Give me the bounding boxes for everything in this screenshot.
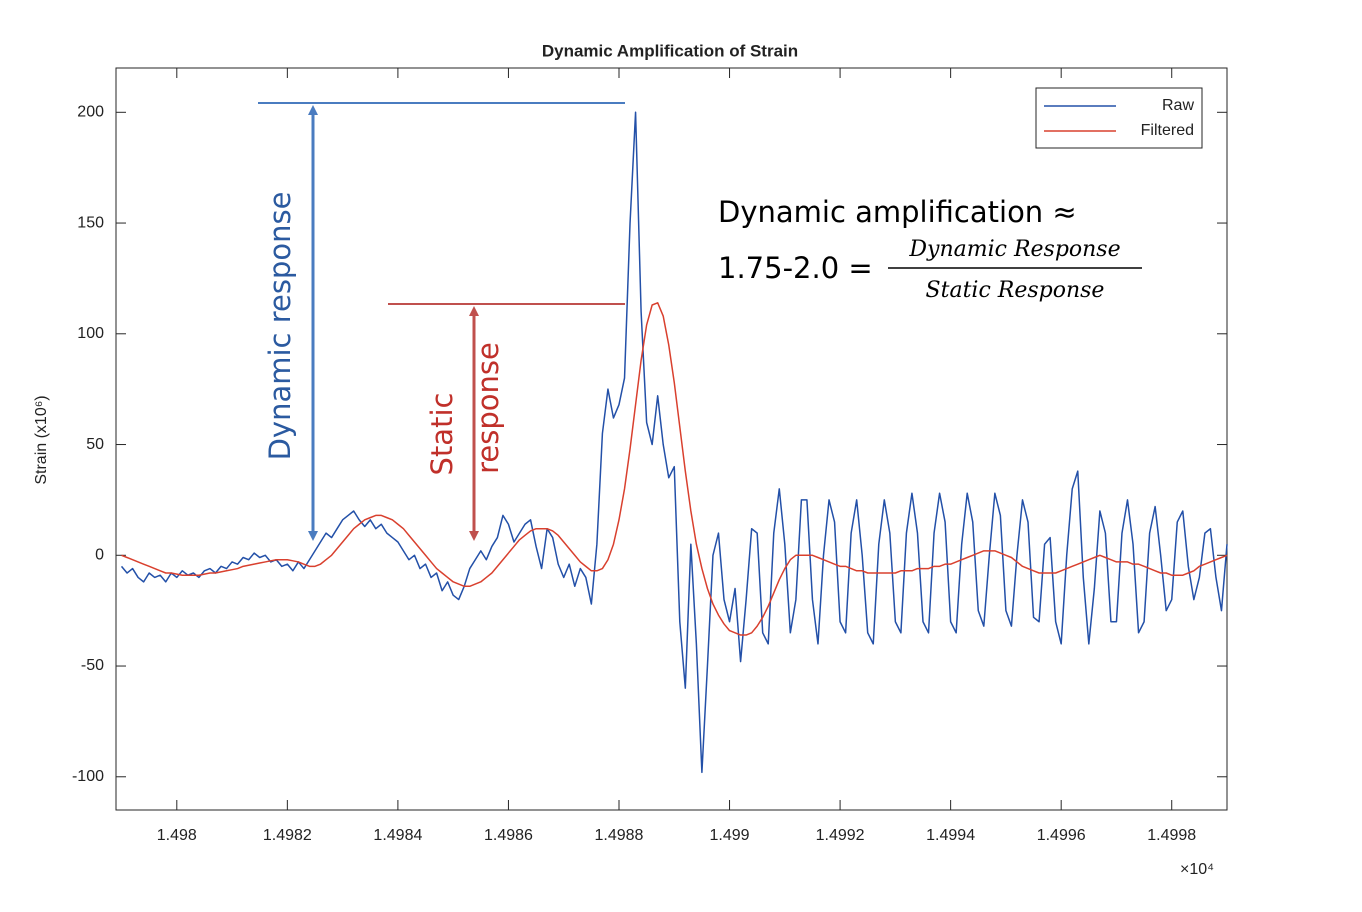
formula-text: Dynamic amplification ≈ bbox=[718, 195, 1077, 229]
legend-box bbox=[1035, 87, 1203, 149]
x-tick-label: 1.4994 bbox=[926, 827, 975, 844]
y-tick-label: 200 bbox=[77, 104, 104, 121]
x-multiplier: ×10⁴ bbox=[1180, 861, 1214, 878]
y-tick-label: -100 bbox=[72, 768, 104, 785]
x-tick-label: 1.4996 bbox=[1037, 827, 1086, 844]
x-tick-label: 1.4992 bbox=[816, 827, 865, 844]
y-axis-label: Strain (x10⁶) bbox=[33, 395, 50, 484]
formula-text: 1.75-2.0 = bbox=[718, 251, 873, 285]
y-tick-label: 150 bbox=[77, 214, 104, 231]
y-tick-label: 100 bbox=[77, 325, 104, 342]
x-tick-label: 1.499 bbox=[710, 827, 750, 844]
x-tick-label: 1.4984 bbox=[373, 827, 422, 844]
y-tick-label: -50 bbox=[81, 657, 104, 674]
chart-title: Dynamic Amplification of Strain bbox=[542, 41, 798, 60]
x-tick-label: 1.4988 bbox=[595, 827, 644, 844]
legend: Raw Filtered bbox=[1035, 87, 1203, 149]
legend-label: Raw bbox=[1162, 97, 1194, 114]
x-tick-label: 1.4982 bbox=[263, 827, 312, 844]
y-tick-label: 50 bbox=[86, 436, 104, 453]
static-response-label: response bbox=[471, 342, 505, 474]
annotations: Dynamic response Static response Dynamic… bbox=[258, 102, 1142, 541]
x-tick-label: 1.4986 bbox=[484, 827, 533, 844]
y-tick-label: 0 bbox=[95, 547, 104, 564]
x-tick-label: 1.4998 bbox=[1147, 827, 1196, 844]
dynamic-response-label: Dynamic response bbox=[263, 192, 297, 461]
formula-numerator: Dynamic Response bbox=[908, 237, 1120, 262]
formula-denominator: Static Response bbox=[926, 278, 1105, 303]
x-tick-label: 1.498 bbox=[157, 827, 197, 844]
plot-frame bbox=[115, 67, 1228, 811]
series-line bbox=[121, 302, 1228, 636]
legend-label: Filtered bbox=[1141, 122, 1194, 139]
static-response-label: Static bbox=[425, 393, 459, 476]
plot-area: -100 -50 0 50 100 150 200 1.498 1.4982 1.4984 1.49… bbox=[72, 67, 1228, 844]
